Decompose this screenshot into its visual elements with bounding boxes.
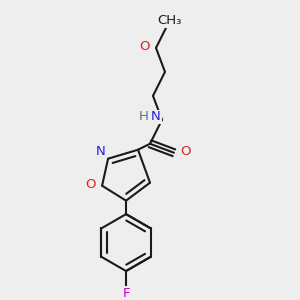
Text: CH₃: CH₃	[157, 14, 182, 28]
Text: F: F	[122, 287, 130, 300]
Text: O: O	[181, 145, 191, 158]
Text: N: N	[151, 110, 161, 123]
Text: O: O	[85, 178, 95, 191]
Text: N: N	[96, 145, 106, 158]
Text: H: H	[139, 110, 149, 123]
Text: O: O	[139, 40, 149, 53]
